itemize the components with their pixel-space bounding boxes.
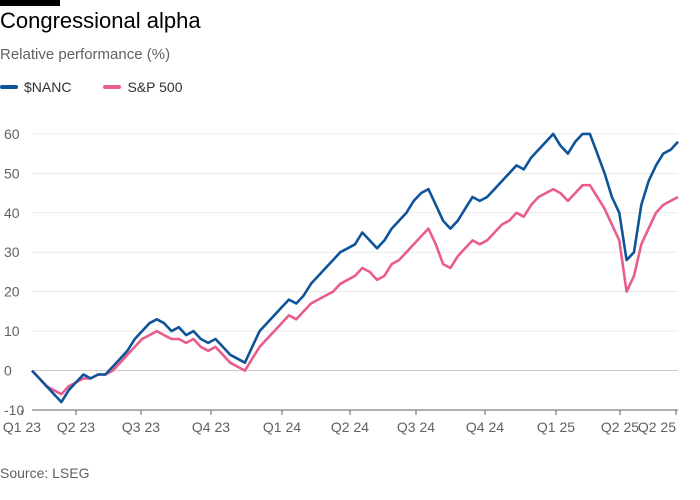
chart-legend: $NANC S&P 500 (0, 79, 182, 95)
x-axis: Q1 23 Q2 23 Q3 23 Q4 23 Q1 24 Q2 24 Q3 24 Q4 24… (3, 409, 678, 435)
y-axis-ticks: 60 50 40 30 20 10 0 -10 (4, 126, 24, 418)
chart-subtitle: Relative performance (%) (0, 46, 171, 63)
y-tick-label: 0 (4, 363, 12, 379)
legend-item-nanc: $NANC (0, 79, 71, 95)
x-tick-label: Q1 23 (3, 419, 41, 435)
y-tick-label: 40 (4, 205, 20, 221)
y-tick-label: -10 (4, 402, 24, 418)
x-tick-label: Q2 24 (331, 419, 369, 435)
series-line--nanc (31, 132, 679, 404)
x-tick-label: Q2 25 (638, 419, 676, 435)
header-accent-bar (0, 0, 60, 6)
legend-swatch-sp500 (103, 85, 122, 89)
x-tick-label: Q1 24 (263, 419, 301, 435)
y-tick-label: 10 (4, 323, 20, 339)
legend-item-sp500: S&P 500 (103, 79, 182, 95)
x-tick-label: Q2 23 (57, 419, 95, 435)
x-tick-label: Q1 25 (537, 419, 575, 435)
series-line-s-p-500 (31, 183, 679, 396)
x-tick-label: Q3 24 (397, 419, 435, 435)
series-lines (31, 132, 679, 404)
x-tick-label: Q2 25 (601, 419, 639, 435)
y-tick-label: 60 (4, 126, 20, 142)
legend-label-sp500: S&P 500 (127, 79, 183, 95)
x-tick-label: Q4 24 (466, 419, 504, 435)
legend-label-nanc: $NANC (24, 79, 72, 95)
y-tick-label: 50 (4, 165, 20, 181)
x-tick-label: Q3 23 (122, 419, 160, 435)
source-note: Source: LSEG (0, 465, 90, 481)
legend-swatch-nanc (0, 85, 18, 89)
x-tick-label: Q4 23 (192, 419, 230, 435)
y-tick-label: 20 (4, 284, 20, 300)
chart-title: Congressional alpha (0, 8, 201, 33)
y-tick-label: 30 (4, 244, 20, 260)
gridlines (32, 133, 678, 411)
